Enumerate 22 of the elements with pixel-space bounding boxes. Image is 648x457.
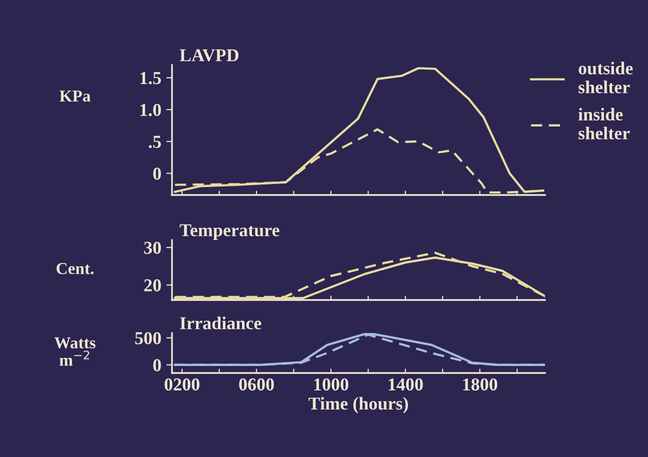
y-tick-label: 20	[144, 279, 161, 292]
y-axis-title: KPa	[60, 90, 91, 102]
y-tick-label: 30	[144, 242, 161, 254]
x-tick-label: 1400	[388, 378, 423, 391]
y-axis-title: Cent.	[56, 262, 94, 274]
x-axis-title: Time (hours)	[308, 397, 408, 414]
legend-label: inside shelter	[578, 108, 630, 140]
y-tick-label: 1.5	[140, 72, 161, 84]
x-tick-label: 1000	[314, 378, 348, 391]
x-tick-label: 0200	[164, 378, 200, 391]
y-axis-title: Watts m$^{−2}$	[54, 337, 96, 366]
chart-title: Temperature	[180, 224, 280, 240]
y-tick-label: 1.0	[140, 104, 161, 116]
chart-title: LAVPD	[180, 49, 238, 62]
y-tick-label: 0	[153, 359, 161, 372]
chart-title: Irradiance	[180, 316, 262, 330]
x-tick-label: 0600	[239, 378, 274, 391]
y-tick-label: 500	[135, 332, 161, 344]
y-tick-label: 0	[153, 168, 161, 180]
x-tick-label: 1800	[463, 378, 498, 391]
legend-label: outside shelter	[578, 62, 633, 94]
y-tick-label: .5	[148, 136, 161, 148]
